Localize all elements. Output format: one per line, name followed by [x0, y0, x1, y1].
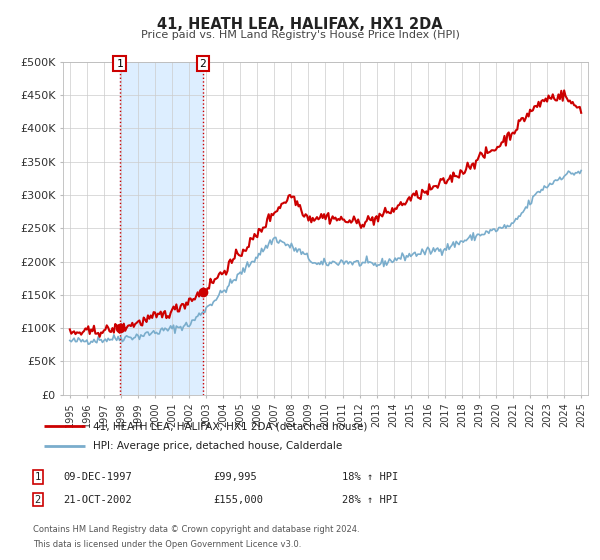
- Text: Price paid vs. HM Land Registry's House Price Index (HPI): Price paid vs. HM Land Registry's House …: [140, 30, 460, 40]
- Text: 1: 1: [116, 59, 123, 68]
- Text: £99,995: £99,995: [213, 472, 257, 482]
- Text: 41, HEATH LEA, HALIFAX, HX1 2DA: 41, HEATH LEA, HALIFAX, HX1 2DA: [157, 17, 443, 32]
- Text: 28% ↑ HPI: 28% ↑ HPI: [342, 494, 398, 505]
- Text: 09-DEC-1997: 09-DEC-1997: [63, 472, 132, 482]
- Text: 2: 2: [199, 59, 206, 68]
- Bar: [119, 62, 203, 395]
- Text: 2: 2: [35, 494, 41, 505]
- Text: 41, HEATH LEA, HALIFAX, HX1 2DA (detached house): 41, HEATH LEA, HALIFAX, HX1 2DA (detache…: [93, 421, 367, 431]
- Text: 1: 1: [35, 472, 41, 482]
- Text: This data is licensed under the Open Government Licence v3.0.: This data is licensed under the Open Gov…: [33, 540, 301, 549]
- Text: Contains HM Land Registry data © Crown copyright and database right 2024.: Contains HM Land Registry data © Crown c…: [33, 525, 359, 534]
- Text: £155,000: £155,000: [213, 494, 263, 505]
- Text: 18% ↑ HPI: 18% ↑ HPI: [342, 472, 398, 482]
- Text: HPI: Average price, detached house, Calderdale: HPI: Average price, detached house, Cald…: [93, 441, 343, 451]
- Text: 21-OCT-2002: 21-OCT-2002: [63, 494, 132, 505]
